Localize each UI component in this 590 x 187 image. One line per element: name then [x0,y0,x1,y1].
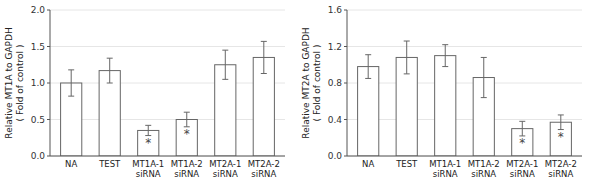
x-tick-label: TEST [98,159,121,169]
panel: 0.0 0.4 0.8 1.2 1.6 Relative MT2A to GAPDH( F… [301,5,582,179]
y-tick-label: 2.0 [31,5,46,15]
x-tick-label: MT1A-1siRNA [429,159,461,179]
grid-line [50,156,285,157]
bar [99,71,120,156]
error-bar [558,115,564,130]
y-axis-label: Relative MT1A to GAPDH( Fold of control … [4,27,25,138]
grid-line [50,119,285,120]
panel: 0.0 0.5 1.0 1.5 2.0 Relative MT1A to GAPDH( F… [4,5,285,179]
bar [358,67,379,156]
y-tick-label: 1.0 [31,78,46,88]
error-bar [222,50,228,79]
annotation: * [145,136,151,150]
annotation: * [558,130,564,144]
marks [61,41,275,156]
y-tick-label: 0.0 [31,151,46,161]
figure: 0.0 0.5 1.0 1.5 2.0 Relative MT1A to GAPDH( F… [0,0,590,187]
y-tick-label: 0.0 [328,151,343,161]
error-bar [519,121,525,136]
y-axis [347,10,348,156]
x-tick-label: NA [65,159,77,169]
x-tick-label: TEST [395,159,418,169]
x-tick-label: NA [362,159,374,169]
grid-line [347,46,582,47]
y-tick-label: 0.8 [328,78,343,88]
annotation: * [519,136,525,150]
x-tick-label: MT1A-1siRNA [132,159,164,179]
grid-line [347,119,582,120]
error-bar [68,70,74,96]
y-axis [50,10,51,156]
error-bar [261,41,267,73]
y-tick-label: 1.5 [31,42,45,52]
x-tick-label: MT2A-2siRNA [248,159,280,179]
y-tick-label: 0.5 [31,115,45,125]
grid-line [50,10,285,11]
y-tick-label: 1.2 [328,42,342,52]
x-tick-label: MT2A-1siRNA [209,159,241,179]
error-bar [184,112,190,127]
bar [435,56,456,156]
x-tick-label: MT2A-1siRNA [506,159,538,179]
x-tick-label: MT1A-2siRNA [468,159,500,179]
error-bar [365,55,371,79]
grid-line [347,10,582,11]
x-axis [50,156,285,157]
grid-line [347,83,582,84]
grid-line [347,156,582,157]
error-bar [442,45,448,67]
y-axis-label: Relative MT2A to GAPDH( Fold of control … [301,27,322,138]
x-tick-label: MT1A-2siRNA [171,159,203,179]
error-bar [107,58,113,83]
x-axis [347,156,582,157]
annotation: * [184,127,190,141]
error-bar [145,125,151,135]
y-tick-label: 1.6 [328,5,343,15]
grid-line [50,83,285,84]
marks [358,41,572,156]
grid-line [50,46,285,47]
error-bar [404,41,410,74]
error-bar [481,57,487,97]
y-tick-label: 0.4 [328,115,343,125]
x-tick-label: MT2A-2siRNA [545,159,577,179]
